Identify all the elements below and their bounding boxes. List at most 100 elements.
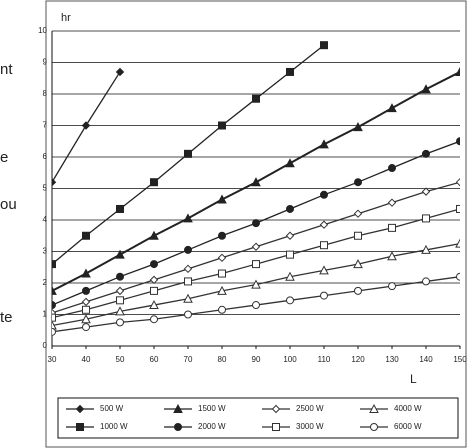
y-axis-label: hr [61,12,71,24]
marker [150,260,158,269]
plot-area [52,41,460,336]
chart-frame [45,0,467,448]
marker [150,286,158,295]
marker [174,423,182,431]
legend-label: 500 W [100,404,124,413]
marker [456,137,460,146]
marker [272,423,280,431]
x-tick-label: 30 [48,355,57,364]
marker [285,231,295,240]
legend-label: 1500 W [198,404,226,413]
marker [82,286,90,295]
marker [251,177,261,187]
marker [81,268,91,278]
marker [388,223,396,232]
marker [353,209,363,218]
marker [252,94,260,103]
marker [183,213,193,223]
marker [150,315,158,324]
marker [422,149,430,158]
marker [455,238,460,248]
marker [354,286,362,295]
marker [251,242,261,251]
side-text: e [0,149,8,166]
marker [184,310,192,319]
x-tick-label: 140 [419,355,433,364]
marker [456,272,460,281]
marker [286,204,294,213]
marker [422,214,430,223]
y-tick-label: 7 [43,121,48,130]
marker [52,320,57,330]
marker [252,260,260,269]
marker [52,260,56,269]
marker [217,253,227,263]
marker [52,285,57,295]
x-tick-label: 50 [116,355,125,364]
y-tick-label: 0 [43,341,48,350]
marker [320,291,328,300]
marker [184,277,192,286]
marker [149,299,159,310]
marker [183,264,193,274]
marker [81,297,91,307]
marker [421,187,431,196]
marker [82,323,90,332]
legend-label: 6000 W [394,422,422,431]
y-tick-label: 6 [43,152,48,161]
marker [421,244,431,254]
y-tick-label: 10 [38,26,47,35]
y-tick-label: 2 [43,278,48,287]
legend-label: 1000 W [100,422,128,431]
marker [76,423,84,431]
side-text: nt [0,61,13,78]
marker [184,149,192,158]
marker [369,403,379,413]
marker [252,219,260,228]
marker [388,282,396,291]
y-tick-label: 9 [43,58,48,67]
marker [422,277,430,286]
marker [115,286,125,296]
marker [320,190,328,199]
legend-box [57,397,459,439]
marker [52,177,57,187]
x-tick-label: 90 [252,355,261,364]
marker [353,122,363,132]
y-tick-label: 8 [43,89,48,98]
legend-label: 4000 W [394,404,422,413]
marker [421,84,431,94]
marker [173,403,183,413]
marker [218,121,226,130]
marker [455,66,460,76]
marker [319,220,329,229]
y-tick-label: 1 [43,310,48,319]
marker [388,164,396,173]
marker [353,259,363,269]
x-tick-label: 40 [82,355,91,364]
marker [116,318,124,327]
x-tick-label: 130 [385,355,399,364]
legend-label: 2000 W [198,422,226,431]
marker [286,250,294,259]
marker [218,269,226,278]
marker [387,198,397,207]
marker [149,275,159,285]
marker [82,231,90,240]
marker [115,306,125,316]
marker [115,249,125,259]
marker [116,272,124,281]
marker [354,178,362,187]
y-tick-label: 4 [43,215,48,224]
marker [218,305,226,314]
marker [52,301,56,310]
x-tick-label: 150 [453,355,467,364]
marker [218,231,226,240]
marker [82,305,90,314]
marker [116,296,124,305]
marker [252,301,260,310]
marker [319,139,329,149]
x-tick-label: 60 [150,355,159,364]
legend-label: 2500 W [296,404,324,413]
